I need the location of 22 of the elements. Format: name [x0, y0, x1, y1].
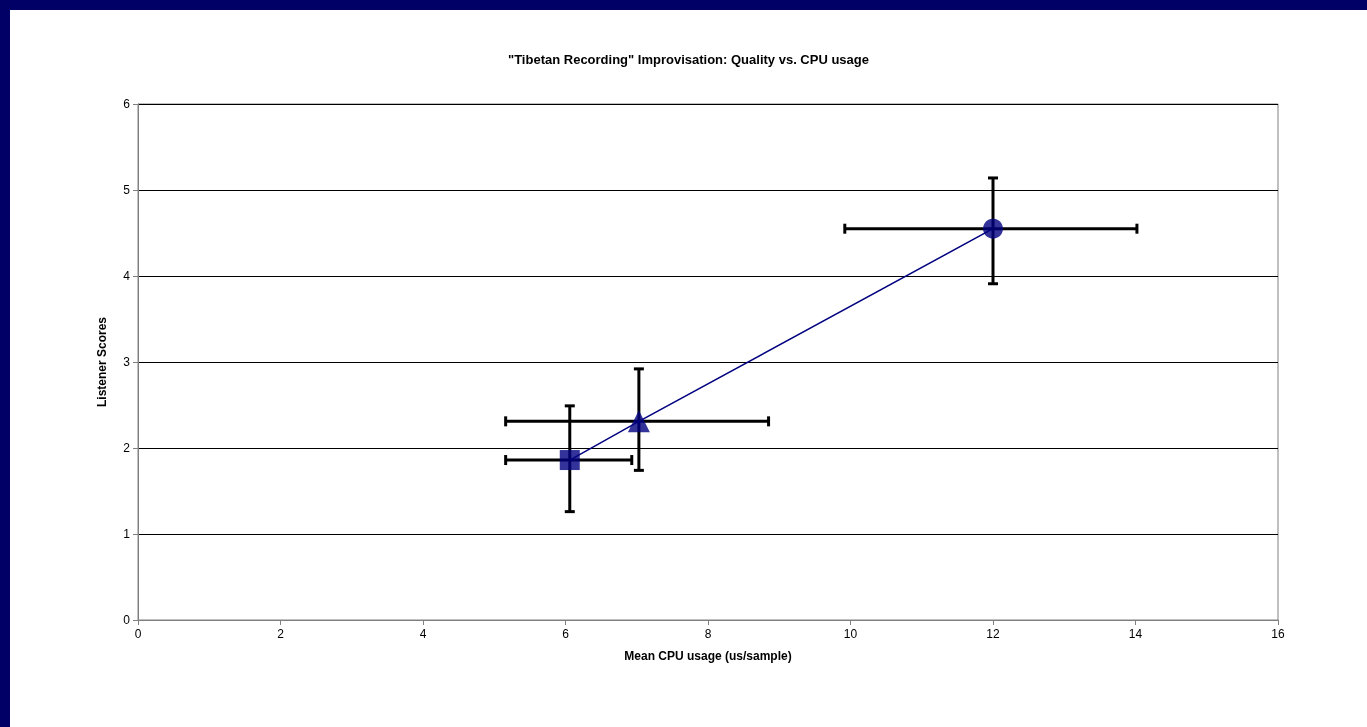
x-tick-label: 16: [1271, 627, 1285, 641]
x-tick-label: 2: [277, 627, 285, 641]
y-tick-label: 0: [123, 613, 131, 627]
y-tick-label: 2: [123, 441, 131, 455]
y-tick-label: 1: [123, 527, 131, 541]
x-axis-title: Mean CPU usage (us/sample): [624, 649, 792, 663]
y-axis-title: Listener Scores: [95, 316, 109, 408]
y-tick-label: 5: [123, 183, 131, 197]
x-tick-label: 10: [843, 627, 858, 641]
point: [983, 218, 1003, 239]
y-tick-label: 4: [123, 269, 131, 283]
x-tick-label: 0: [134, 627, 142, 641]
y-tick-label: 3: [123, 355, 131, 369]
point: [559, 450, 580, 471]
x-tick-label: 14: [1128, 627, 1143, 641]
x-tick-label: 4: [419, 627, 427, 641]
x-tick-label: 12: [986, 627, 1000, 641]
chart-title: "Tibetan Recording" Improvisation: Quality vs. CPU usage: [508, 52, 869, 67]
x-tick-label: 6: [562, 627, 570, 641]
y-tick-label: 6: [123, 97, 131, 111]
point: [627, 410, 650, 433]
x-tick-label: 8: [704, 627, 712, 641]
